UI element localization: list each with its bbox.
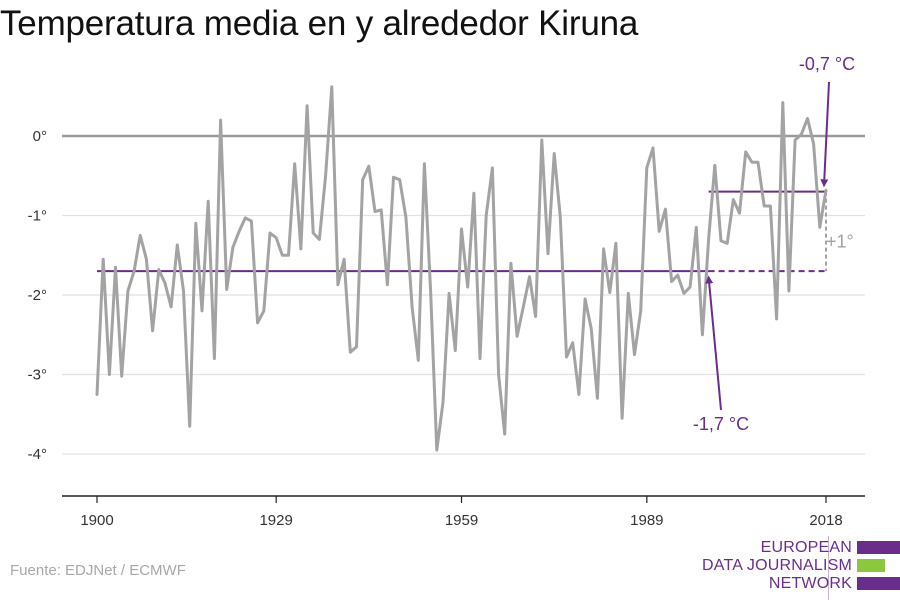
series-line bbox=[95, 85, 828, 452]
series-layer bbox=[95, 85, 828, 452]
annotations: -0,7 °C -1,7 °C +1° bbox=[693, 54, 855, 434]
y-tick-label: -4° bbox=[28, 446, 47, 463]
logo-bar-green bbox=[857, 559, 885, 572]
gridlines: 0° -1° -2° -3° -4° bbox=[28, 128, 865, 463]
y-tick-label: -1° bbox=[28, 208, 47, 225]
y-tick-label: -2° bbox=[28, 287, 47, 304]
x-tick-label: 1959 bbox=[445, 512, 478, 529]
x-tick-label: 1900 bbox=[80, 512, 113, 529]
x-tick-label: 1989 bbox=[630, 512, 663, 529]
annotation-label-baseline: -1,7 °C bbox=[693, 414, 749, 434]
logo-bar-purple-bottom bbox=[857, 577, 900, 590]
logo-bar-purple-top bbox=[857, 541, 900, 554]
annotation-label-difference: +1° bbox=[826, 231, 854, 251]
x-axis: 1900 1929 1959 1989 2018 bbox=[62, 495, 865, 529]
x-tick-label: 2018 bbox=[809, 512, 842, 529]
edjnet-logo: EUROPEAN DATA JOURNALISM NETWORK bbox=[700, 536, 900, 600]
chart-title: Temperatura media en y alrededor Kiruna bbox=[0, 4, 639, 43]
y-tick-label: 0° bbox=[33, 128, 47, 145]
logo-line-3: NETWORK bbox=[768, 575, 852, 592]
annotation-arrow-baseline bbox=[705, 275, 722, 411]
logo-divider bbox=[828, 536, 829, 600]
y-tick-label: -3° bbox=[28, 367, 47, 384]
annotation-arrow-recent bbox=[820, 81, 830, 188]
x-tick-label: 1929 bbox=[259, 512, 292, 529]
annotation-label-recent: -0,7 °C bbox=[799, 54, 855, 74]
logo-line-1: EUROPEAN bbox=[760, 539, 852, 556]
source-note: Fuente: EDJNet / ECMWF bbox=[10, 562, 186, 579]
logo-line-2: DATA JOURNALISM bbox=[702, 557, 852, 574]
